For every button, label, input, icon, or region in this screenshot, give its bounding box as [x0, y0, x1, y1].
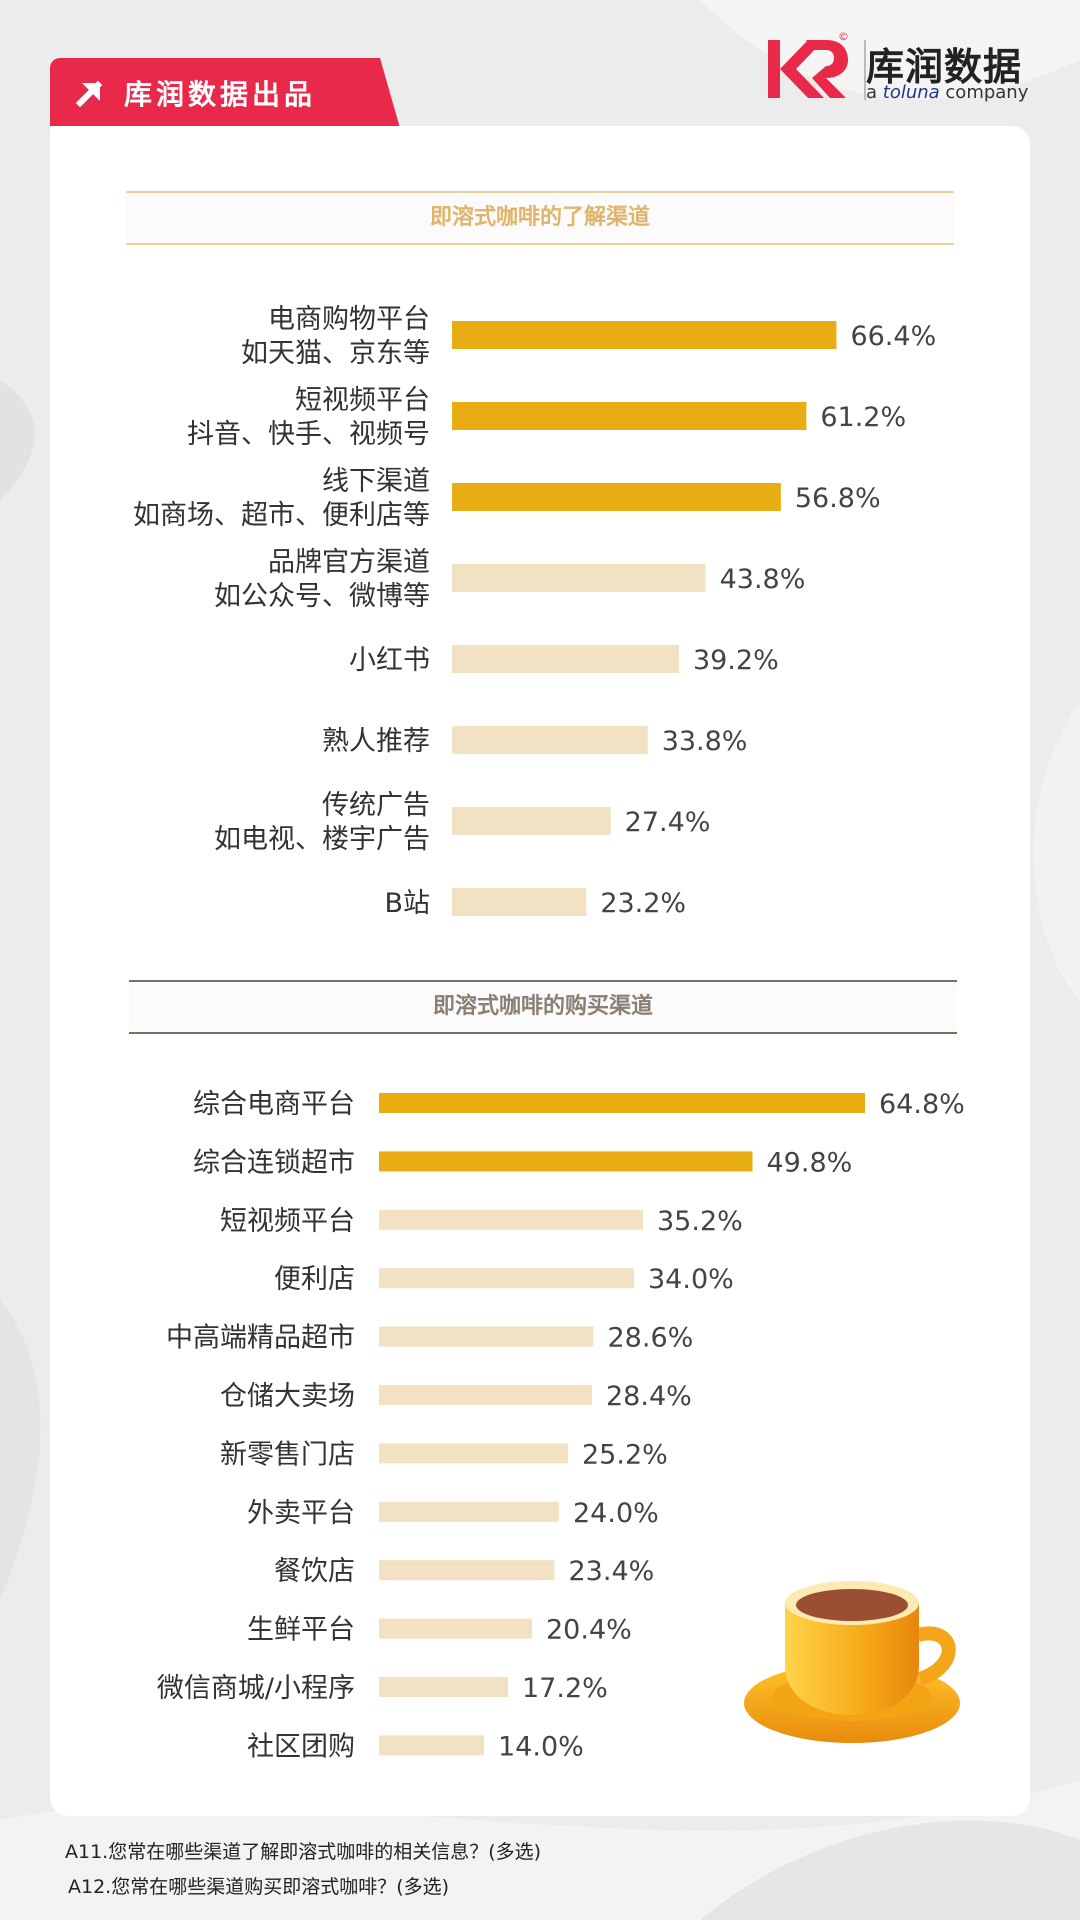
- category-label: 短视频平台: [220, 1206, 355, 1237]
- value-label: 66.4%: [850, 321, 936, 352]
- category-label: 品牌官方渠道: [268, 547, 430, 578]
- bar: [379, 1151, 753, 1172]
- logo-en-text: a toluna company: [866, 82, 1028, 103]
- value-label: 23.2%: [600, 888, 686, 919]
- value-label: 39.2%: [693, 645, 779, 676]
- bar: [379, 1209, 643, 1230]
- category-label: 抖音、快手、视频号: [187, 419, 430, 450]
- bar: [379, 1560, 555, 1581]
- coffee-cup-icon: [744, 1581, 960, 1743]
- bar: [452, 888, 587, 916]
- category-label: 传统广告: [322, 790, 430, 821]
- value-label: 43.8%: [720, 564, 806, 595]
- category-label: 小红书: [349, 645, 430, 676]
- registered-mark: ©: [838, 30, 849, 43]
- value-label: 49.8%: [767, 1147, 853, 1178]
- footnote-a12: A12.您常在哪些渠道购买即溶式咖啡？(多选): [68, 1876, 450, 1898]
- value-label: 20.4%: [546, 1615, 632, 1646]
- bar: [452, 564, 706, 592]
- publisher-tag: 库润数据出品: [50, 58, 400, 128]
- logo-en-prefix: a: [866, 82, 883, 103]
- value-label: 24.0%: [573, 1498, 659, 1529]
- logo-cn-text: 库润数据: [866, 45, 1023, 89]
- category-label: 新零售门店: [220, 1439, 355, 1470]
- category-label: B站: [384, 888, 430, 919]
- arrow-up-right-icon: [75, 80, 103, 108]
- bar: [379, 1735, 484, 1756]
- value-label: 34.0%: [648, 1264, 734, 1295]
- value-label: 17.2%: [522, 1673, 608, 1704]
- category-label: 微信商城/小程序: [157, 1673, 355, 1704]
- chart2-title: 即溶式咖啡的购买渠道: [129, 980, 957, 1034]
- category-label: 如天猫、京东等: [241, 338, 430, 369]
- category-label: 如电视、楼宇广告: [214, 824, 430, 855]
- value-label: 61.2%: [820, 402, 906, 433]
- chart1-title: 即溶式咖啡的了解渠道: [126, 191, 954, 245]
- category-label: 综合电商平台: [193, 1089, 355, 1120]
- value-label: 28.4%: [606, 1381, 692, 1412]
- category-label: 熟人推荐: [322, 726, 430, 757]
- logo-en-brand: toluna: [882, 82, 940, 103]
- bar: [379, 1326, 594, 1347]
- category-label: 社区团购: [247, 1731, 355, 1762]
- value-label: 23.4%: [569, 1556, 655, 1587]
- value-label: 28.6%: [608, 1323, 694, 1354]
- chart2-purchase-channels: 64.8% 综合电商平台 49.8% 综合连锁超市 35.2% 短视频平台 34.0% 便利店…: [157, 1089, 965, 1762]
- category-label: 餐饮店: [274, 1556, 355, 1587]
- bar: [379, 1501, 559, 1522]
- category-label: 电商购物平台: [268, 304, 430, 335]
- publisher-tag-text: 库润数据出品: [124, 78, 317, 111]
- category-label: 如商场、超市、便利店等: [133, 500, 430, 531]
- category-label: 短视频平台: [295, 385, 430, 416]
- category-label: 线下渠道: [322, 466, 430, 497]
- kr-logo-icon: [768, 40, 848, 98]
- value-label: 27.4%: [625, 807, 711, 838]
- value-label: 64.8%: [879, 1089, 965, 1120]
- category-label: 中高端精品超市: [166, 1323, 355, 1354]
- category-label: 综合连锁超市: [193, 1147, 355, 1178]
- value-label: 35.2%: [657, 1206, 743, 1237]
- category-label: 如公众号、微博等: [214, 581, 430, 612]
- category-label: 仓储大卖场: [220, 1381, 355, 1412]
- bar: [379, 1268, 634, 1289]
- footnote-a11: A11.您常在哪些渠道了解即溶式咖啡的相关信息？(多选): [65, 1841, 542, 1863]
- bar: [379, 1385, 592, 1405]
- category-label: 外卖平台: [247, 1498, 355, 1529]
- bar: [452, 807, 611, 835]
- logo-divider: [864, 40, 866, 100]
- bar: [452, 402, 807, 430]
- value-label: 33.8%: [662, 726, 748, 757]
- value-label: 56.8%: [795, 483, 881, 514]
- bar: [379, 1618, 532, 1639]
- value-label: 25.2%: [582, 1439, 668, 1470]
- category-label: 便利店: [274, 1264, 355, 1295]
- logo-en-suffix: company: [939, 82, 1029, 103]
- bar: [379, 1443, 568, 1464]
- value-label: 14.0%: [498, 1731, 584, 1762]
- bar: [452, 321, 837, 349]
- bar: [379, 1677, 508, 1697]
- bar: [379, 1093, 865, 1113]
- bar: [452, 483, 781, 511]
- bar: [452, 645, 679, 673]
- bar: [452, 726, 648, 754]
- brand-logo: © 库润数据 a toluna company: [760, 30, 1040, 106]
- category-label: 生鲜平台: [247, 1615, 355, 1646]
